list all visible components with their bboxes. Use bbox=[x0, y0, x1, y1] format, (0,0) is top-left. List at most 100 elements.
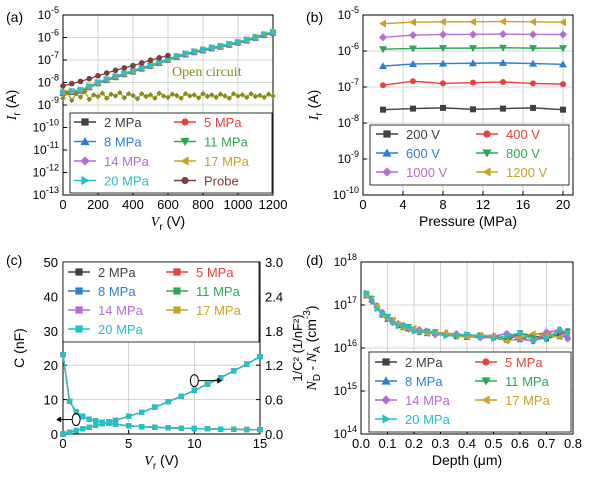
data-point bbox=[152, 95, 158, 102]
data-point bbox=[235, 93, 241, 99]
data-point bbox=[559, 30, 567, 39]
tick-label: 16 bbox=[516, 197, 530, 212]
panel-b: 0 4 8 12 16 20 10-10 10-9 10-8 10-7 10-6 10-5 (b) Pre… bbox=[305, 5, 574, 229]
data-point bbox=[257, 427, 263, 433]
data-point bbox=[529, 329, 536, 337]
data-point bbox=[86, 82, 93, 90]
data-point bbox=[469, 17, 476, 26]
series-line bbox=[62, 356, 261, 435]
series-line bbox=[62, 356, 261, 435]
data-point bbox=[121, 65, 128, 71]
data-point bbox=[156, 90, 163, 97]
tick-label: 5 bbox=[125, 436, 132, 451]
data-point bbox=[374, 305, 381, 313]
data-point bbox=[165, 425, 171, 431]
arrow-head bbox=[217, 377, 223, 384]
data-point bbox=[86, 416, 92, 422]
legend-box bbox=[368, 351, 572, 433]
legend-marker bbox=[482, 167, 491, 177]
highlight-ellipse bbox=[71, 413, 81, 427]
series-line bbox=[62, 356, 261, 435]
data-point bbox=[182, 90, 189, 97]
data-point bbox=[130, 66, 137, 75]
data-point bbox=[126, 413, 132, 419]
tick-label: 200 bbox=[87, 197, 109, 212]
legend-marker bbox=[75, 325, 83, 333]
data-point bbox=[121, 69, 128, 77]
plot-frame bbox=[362, 14, 574, 196]
data-point bbox=[160, 93, 167, 99]
data-point bbox=[432, 329, 439, 337]
data-point bbox=[379, 62, 387, 70]
tick-label: 0.2 bbox=[405, 436, 423, 451]
series-line bbox=[62, 354, 261, 431]
data-point bbox=[410, 105, 416, 112]
data-point bbox=[556, 333, 563, 341]
tick-label: 3.0 bbox=[265, 255, 283, 270]
data-point bbox=[390, 318, 397, 326]
data-point bbox=[104, 75, 111, 83]
tick-label: 10-8 bbox=[338, 113, 359, 130]
data-point bbox=[95, 93, 101, 100]
data-point bbox=[231, 368, 237, 374]
legend-marker bbox=[173, 287, 181, 295]
data-point bbox=[369, 296, 375, 303]
data-point bbox=[60, 83, 66, 89]
data-point bbox=[218, 375, 224, 381]
legend-box bbox=[62, 261, 260, 343]
data-point bbox=[517, 329, 524, 337]
legend-marker bbox=[481, 395, 490, 405]
data-point bbox=[134, 95, 141, 102]
data-point bbox=[565, 329, 572, 337]
legend-label: 5 MPa bbox=[505, 355, 543, 370]
axis-label: Depth (μm) bbox=[432, 452, 502, 468]
tick-label: 800 bbox=[192, 197, 214, 212]
tick-label: 10-11 bbox=[33, 140, 59, 157]
tick-label: 1200 bbox=[259, 197, 288, 212]
axis-label: Ir (A) bbox=[305, 90, 325, 122]
data-point bbox=[191, 425, 197, 432]
legend: 2 MPa 5 MPa 8 MPa 11 MPa 14 MPa 17 MPa 20 MPa bbox=[368, 351, 572, 433]
data-point bbox=[103, 95, 110, 102]
tick-label: 10-12 bbox=[33, 163, 59, 180]
data-point bbox=[143, 93, 149, 100]
data-point bbox=[500, 105, 506, 112]
axis-label: Vr (V) bbox=[144, 452, 178, 472]
data-point bbox=[516, 334, 523, 341]
data-point bbox=[139, 424, 145, 430]
tick-label: 10-5 bbox=[338, 5, 359, 22]
tick-label: 10 bbox=[187, 436, 201, 451]
data-point bbox=[147, 92, 154, 98]
legend: 2 MPa 5 MPa 8 MPa 11 MPa 14 MPa 17 MPa 20 MPa P… bbox=[69, 112, 273, 194]
data-point bbox=[440, 80, 446, 87]
data-point bbox=[379, 46, 387, 54]
data-point bbox=[82, 88, 88, 95]
legend-marker bbox=[180, 156, 189, 166]
series-line bbox=[62, 356, 261, 435]
data-point bbox=[112, 67, 119, 74]
tick-label: 1.2 bbox=[265, 358, 283, 373]
data-point bbox=[529, 59, 537, 67]
data-point bbox=[499, 17, 506, 26]
data-point bbox=[77, 94, 84, 100]
tick-label: 0.0 bbox=[265, 427, 283, 442]
data-point bbox=[147, 61, 155, 69]
legend-label: 1200 V bbox=[506, 165, 548, 180]
tick-label: 8 bbox=[439, 197, 446, 212]
data-point bbox=[231, 426, 237, 432]
data-point bbox=[99, 421, 105, 427]
data-point bbox=[380, 82, 386, 89]
data-point bbox=[530, 336, 537, 344]
legend-label: 2 MPa bbox=[98, 265, 136, 280]
data-point bbox=[270, 93, 276, 99]
data-point bbox=[559, 60, 567, 68]
data-point bbox=[68, 80, 75, 87]
data-point bbox=[261, 30, 268, 38]
data-point bbox=[66, 429, 73, 435]
series-line bbox=[62, 354, 261, 431]
data-point bbox=[147, 57, 154, 64]
tick-label: 10-8 bbox=[38, 73, 59, 90]
legend: 2 MPa 5 MPa 8 MPa 11 MPa 14 MPa 17 MPa 20 MPa bbox=[62, 261, 260, 343]
data-point bbox=[138, 60, 145, 66]
legend-label: 400 V bbox=[506, 127, 540, 142]
